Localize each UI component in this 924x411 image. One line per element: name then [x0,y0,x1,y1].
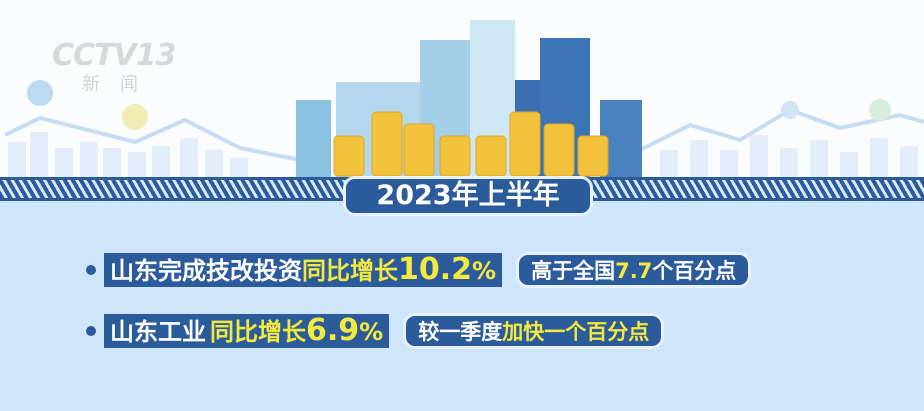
comparison-pill: 较一季度加快一个百分点 [403,313,665,349]
bullet-icon [86,265,96,275]
comparison-pill: 高于全国7.7个百分点 [516,252,752,288]
city-coins-illustration [4,20,924,180]
stat-box: 山东完成技改投资同比增长10.2% [104,253,503,287]
bullet-icon [86,326,96,336]
list-item: 山东工业 同比增长6.9% 较一季度加快一个百分点 [86,313,665,349]
cctv-logo: CCTV13 [52,38,176,73]
page-title: 2023年上半年 [343,176,593,216]
header-illustration: CCTV13 新闻 [0,0,924,180]
list-item: 山东完成技改投资同比增长10.2% 高于全国7.7个百分点 [86,252,752,288]
cctv-logo-subtitle: 新闻 [82,74,158,95]
stat-box: 山东工业 同比增长6.9% [104,314,390,348]
